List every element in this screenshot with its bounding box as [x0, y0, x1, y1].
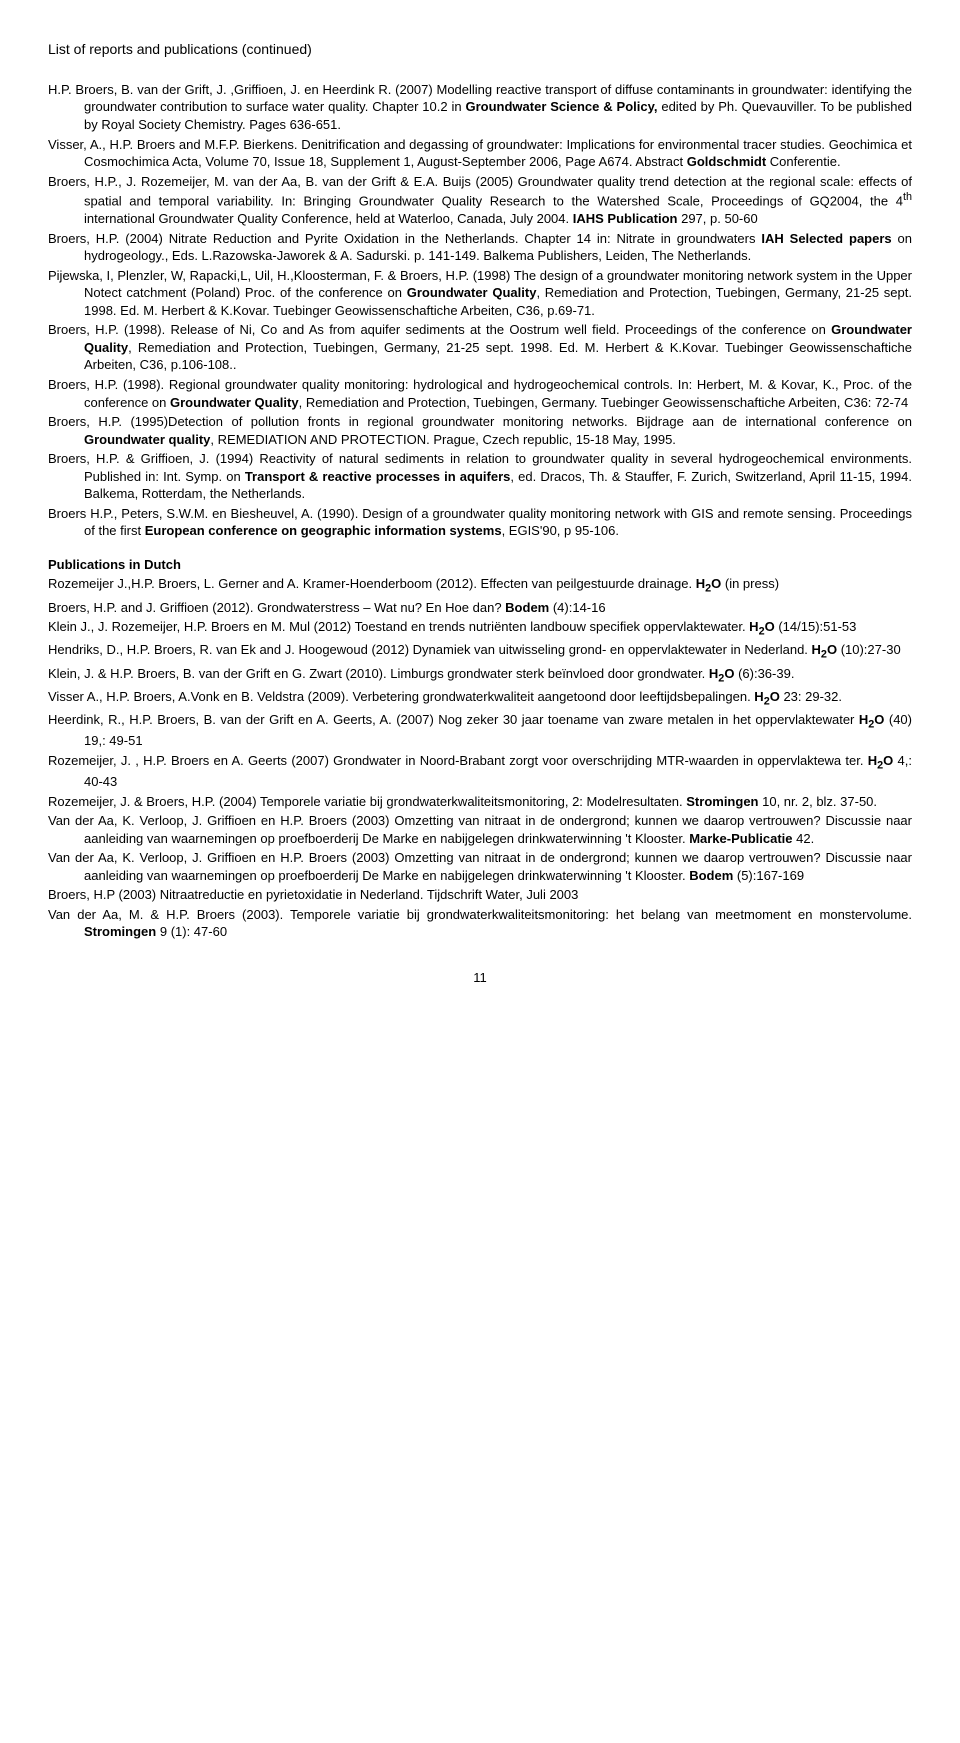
reference-entry: Van der Aa, M. & H.P. Broers (2003). Tem…: [48, 906, 912, 941]
reference-entry: Rozemeijer J.,H.P. Broers, L. Gerner and…: [48, 575, 912, 596]
reference-entry: Heerdink, R., H.P. Broers, B. van der Gr…: [48, 711, 912, 750]
reference-entry: Visser A., H.P. Broers, A.Vonk en B. Vel…: [48, 688, 912, 709]
page-header: List of reports and publications (contin…: [48, 40, 912, 59]
reference-entry: Visser, A., H.P. Broers and M.F.P. Bierk…: [48, 136, 912, 171]
reference-entry: Broers, H.P. (2004) Nitrate Reduction an…: [48, 230, 912, 265]
reference-entry: Broers H.P., Peters, S.W.M. en Biesheuve…: [48, 505, 912, 540]
reference-entry: Broers, H.P. & Griffioen, J. (1994) Reac…: [48, 450, 912, 503]
reference-entry: Broers, H.P (2003) Nitraatreductie en py…: [48, 886, 912, 904]
reference-entry: Klein J., J. Rozemeijer, H.P. Broers en …: [48, 618, 912, 639]
reference-entry: Broers, H.P. (1998). Release of Ni, Co a…: [48, 321, 912, 374]
reference-entry: Broers, H.P. (1998). Regional groundwate…: [48, 376, 912, 411]
reference-entry: Rozemeijer, J. & Broers, H.P. (2004) Tem…: [48, 793, 912, 811]
reference-entry: Klein, J. & H.P. Broers, B. van der Grif…: [48, 665, 912, 686]
reference-entry: Pijewska, I, Plenzler, W, Rapacki,L, Uil…: [48, 267, 912, 320]
reference-entry: Van der Aa, K. Verloop, J. Griffioen en …: [48, 812, 912, 847]
reference-entry: H.P. Broers, B. van der Grift, J. ,Griff…: [48, 81, 912, 134]
references-english: H.P. Broers, B. van der Grift, J. ,Griff…: [48, 81, 912, 540]
page-number: 11: [48, 969, 912, 987]
section-title-dutch: Publications in Dutch: [48, 556, 912, 574]
reference-entry: Broers, H.P. (1995)Detection of pollutio…: [48, 413, 912, 448]
references-dutch: Rozemeijer J.,H.P. Broers, L. Gerner and…: [48, 575, 912, 940]
reference-entry: Rozemeijer, J. , H.P. Broers en A. Geert…: [48, 752, 912, 791]
reference-entry: Van der Aa, K. Verloop, J. Griffioen en …: [48, 849, 912, 884]
reference-entry: Broers, H.P., J. Rozemeijer, M. van der …: [48, 173, 912, 228]
reference-entry: Broers, H.P. and J. Griffioen (2012). Gr…: [48, 599, 912, 617]
reference-entry: Hendriks, D., H.P. Broers, R. van Ek and…: [48, 641, 912, 662]
